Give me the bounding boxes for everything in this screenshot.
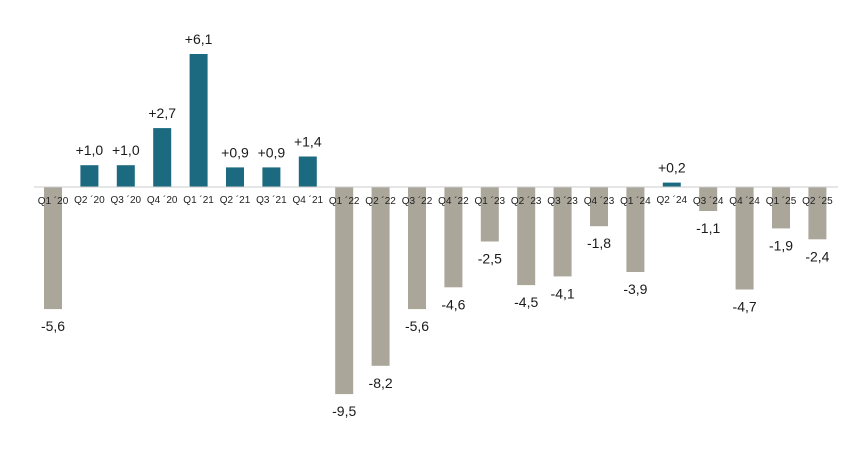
data-label: +2,7 [148, 105, 176, 121]
x-tick-label: Q4 ´24 [729, 195, 760, 207]
bar-7 [298, 156, 317, 187]
x-tick-label: Q3 ´21 [256, 194, 287, 206]
x-tick-label: Q3 ´23 [547, 195, 578, 207]
data-label: -4,5 [514, 294, 538, 310]
x-tick-label: Q3 ´22 [402, 195, 433, 207]
x-tick-label: Q1 ´20 [38, 195, 69, 207]
bars-layer [44, 54, 827, 395]
data-label: -5,6 [41, 318, 65, 334]
x-tick-label: Q1 ´24 [620, 195, 651, 207]
x-tick-label: Q2 ´21 [220, 194, 251, 206]
bar-2 [116, 165, 135, 187]
data-label: +0,9 [221, 144, 249, 160]
bar-9 [371, 187, 390, 366]
data-label: +0,9 [258, 144, 286, 160]
data-label: -3,9 [623, 281, 647, 297]
x-tick-labels: Q1 ´20 Q2 ´20 Q3 ´20 Q4 ´20 Q1 ´21 Q2 ´21 Q3 ´… [38, 194, 833, 207]
bar-16 [626, 187, 645, 272]
bar-1 [80, 165, 99, 187]
x-tick-label: Q1 ´22 [329, 195, 360, 207]
x-tick-label: Q1 ´23 [475, 195, 506, 207]
x-tick-label: Q4 ´23 [584, 195, 615, 207]
data-label: -4,7 [733, 299, 757, 315]
bar-15 [590, 187, 608, 227]
data-labels: -5,6 +1,0 +1,0 +2,7 +6,1 +0,9 +0,9 +1,4 -9,5 -8,2… [41, 31, 830, 419]
bar-13 [517, 187, 536, 286]
bar-3 [153, 128, 172, 187]
data-label: -8,2 [369, 375, 393, 391]
bar-14 [553, 187, 572, 277]
x-tick-label: Q3 ´20 [111, 194, 142, 206]
x-tick-label: Q4 ´21 [293, 194, 324, 206]
data-label: -9,5 [332, 403, 356, 419]
bar-5 [226, 167, 244, 187]
data-label: +6,1 [185, 31, 213, 47]
x-tick-label: Q4 ´22 [438, 195, 469, 207]
data-label: -1,1 [696, 220, 720, 236]
bar-6 [262, 167, 281, 187]
x-tick-label: Q3 ´24 [693, 195, 724, 207]
bar-8 [335, 187, 354, 395]
bar-19 [735, 187, 754, 290]
x-tick-label: Q2 ´24 [657, 194, 688, 206]
data-label: -4,6 [441, 296, 465, 312]
bar-10 [408, 187, 426, 310]
data-label: -4,1 [551, 285, 575, 301]
bar-18 [699, 187, 718, 211]
x-tick-label: Q4 ´20 [147, 194, 178, 206]
bar-11 [444, 187, 463, 288]
data-label: -1,8 [587, 235, 611, 251]
x-tick-label: Q2 ´20 [74, 194, 105, 206]
data-label: -2,4 [805, 248, 829, 264]
bar-12 [480, 187, 499, 242]
x-tick-label: Q1 ´21 [183, 194, 214, 206]
data-label: +1,4 [294, 134, 322, 150]
x-tick-label: Q2 ´23 [511, 195, 542, 207]
x-tick-label: Q2 ´22 [365, 195, 396, 207]
data-label: +1,0 [76, 142, 104, 158]
data-label: -1,9 [769, 237, 793, 253]
data-label: +0,2 [658, 160, 686, 176]
bar-21 [808, 187, 827, 240]
data-label: +1,0 [112, 142, 140, 158]
bar-0 [44, 187, 62, 310]
x-tick-label: Q1 ´25 [766, 195, 797, 207]
bar-4 [189, 54, 208, 187]
bar-20 [772, 187, 790, 229]
x-tick-label: Q2 ´25 [802, 195, 833, 207]
data-label: -5,6 [405, 318, 429, 334]
bar-17 [662, 182, 681, 187]
data-label: -2,5 [478, 251, 502, 267]
